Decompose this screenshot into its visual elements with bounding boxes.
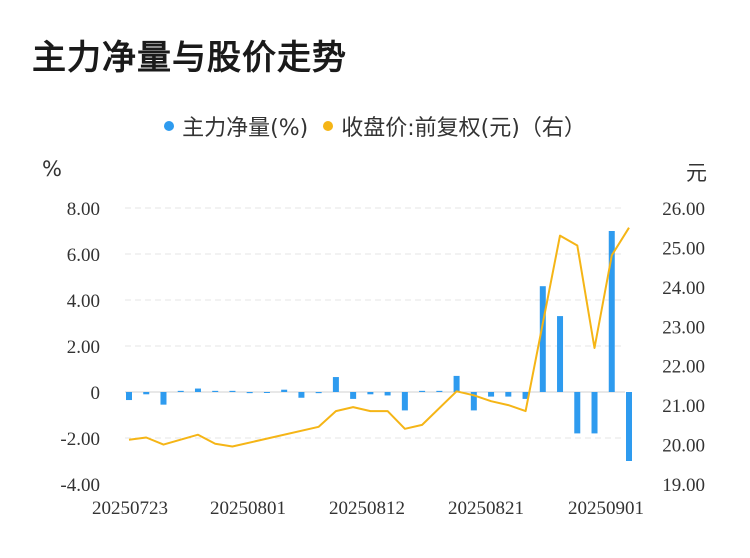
- net-volume-bar: [522, 392, 529, 399]
- legend-label: 主力净量(%): [182, 116, 309, 141]
- net-volume-bar: [177, 390, 184, 392]
- left-tick-label: -2.00: [60, 429, 100, 450]
- close-price-line: [128, 227, 630, 448]
- right-tick-label: 21.00: [662, 396, 705, 417]
- legend-item-close-price[interactable]: 收盘价:前复权(元)（右）: [323, 110, 586, 142]
- left-tick-label: -4.00: [60, 475, 100, 496]
- x-tick-label: 20250901: [568, 498, 644, 519]
- right-tick-label: 24.00: [662, 278, 705, 299]
- net-volume-bar: [384, 392, 391, 396]
- net-volume-bar: [194, 388, 201, 392]
- net-volume-bar: [126, 392, 132, 401]
- left-axis-unit: %: [42, 157, 62, 181]
- net-volume-bar: [539, 286, 546, 392]
- left-tick-label: 2.00: [67, 337, 100, 358]
- net-volume-bar: [401, 392, 408, 411]
- net-volume-bar: [229, 390, 236, 392]
- net-volume-bar: [315, 392, 322, 394]
- net-volume-bar: [453, 375, 460, 392]
- right-tick-label: 22.00: [662, 357, 705, 378]
- left-tick-label: 4.00: [67, 291, 100, 312]
- left-tick-label: 8.00: [67, 199, 100, 220]
- net-volume-bar: [419, 390, 426, 392]
- x-tick-label: 20250812: [329, 498, 405, 519]
- legend-dot-icon: [164, 121, 175, 131]
- legend-dot-icon: [323, 121, 334, 131]
- net-volume-bar: [143, 392, 150, 395]
- net-volume-bar: [436, 390, 443, 392]
- right-tick-label: 26.00: [662, 199, 705, 220]
- net-volume-bar: [557, 316, 564, 392]
- x-tick-label: 20250801: [210, 498, 286, 519]
- net-volume-bar: [263, 392, 270, 393]
- net-volume-bar: [591, 392, 598, 434]
- net-volume-bar: [626, 392, 632, 461]
- net-volume-bar: [160, 392, 167, 405]
- net-volume-bar: [367, 392, 374, 395]
- net-volume-bar: [212, 390, 219, 392]
- left-tick-label: 6.00: [67, 245, 100, 266]
- x-tick-label: 20250821: [448, 498, 524, 519]
- net-volume-bar: [298, 392, 305, 398]
- chart-legend: 主力净量(%) 收盘价:前复权(元)（右）: [0, 110, 750, 142]
- net-volume-bar: [246, 392, 253, 394]
- right-axis-unit: 元: [686, 161, 707, 185]
- net-volume-bar: [488, 392, 495, 397]
- right-tick-label: 19.00: [662, 475, 705, 496]
- right-tick-label: 23.00: [662, 317, 705, 338]
- net-volume-bar: [332, 377, 339, 392]
- net-volume-bar: [470, 392, 477, 411]
- net-volume-bar: [608, 231, 615, 392]
- right-tick-label: 20.00: [662, 436, 705, 457]
- x-tick-label: 20250723: [92, 498, 168, 519]
- chart-title: 主力净量与股价走势: [32, 38, 347, 78]
- legend-item-net-volume[interactable]: 主力净量(%): [164, 110, 308, 142]
- legend-label: 收盘价:前复权(元)（右）: [341, 116, 586, 141]
- right-tick-label: 25.00: [662, 238, 705, 259]
- net-volume-bar: [350, 392, 357, 399]
- left-tick-label: 0: [91, 383, 101, 404]
- net-volume-bar: [574, 392, 581, 434]
- net-volume-bar: [505, 392, 512, 397]
- net-volume-bar: [281, 389, 288, 392]
